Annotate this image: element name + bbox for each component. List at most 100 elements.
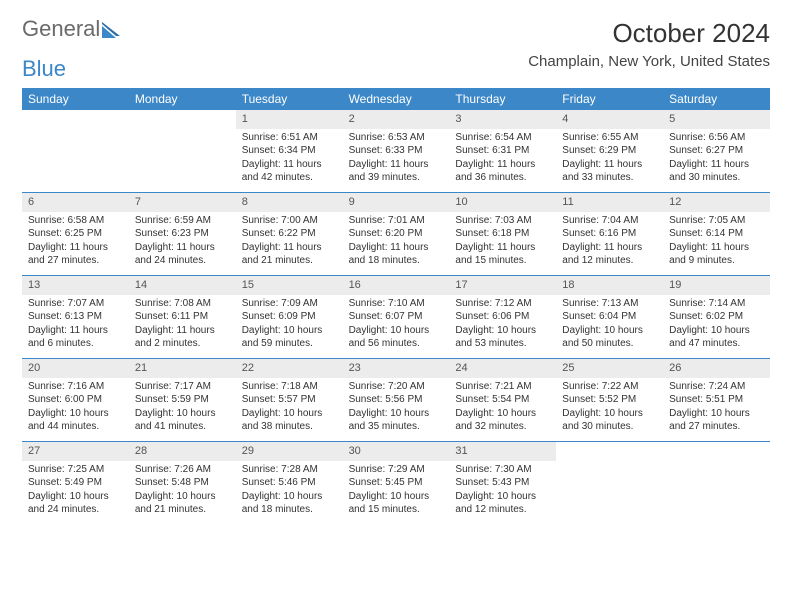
sunset-text: Sunset: 5:56 PM xyxy=(349,393,444,407)
day-number: 29 xyxy=(236,442,343,461)
day-number: 17 xyxy=(449,276,556,295)
daylight-text: Daylight: 11 hours and 15 minutes. xyxy=(455,241,550,268)
daylight-text: Daylight: 10 hours and 38 minutes. xyxy=(242,407,337,434)
day-body: Sunrise: 7:20 AMSunset: 5:56 PMDaylight:… xyxy=(343,378,450,434)
sunset-text: Sunset: 6:22 PM xyxy=(242,227,337,241)
daylight-text: Daylight: 10 hours and 18 minutes. xyxy=(242,490,337,517)
sunset-text: Sunset: 5:46 PM xyxy=(242,476,337,490)
day-number: 23 xyxy=(343,359,450,378)
sunset-text: Sunset: 6:02 PM xyxy=(669,310,764,324)
daylight-text: Daylight: 11 hours and 12 minutes. xyxy=(562,241,657,268)
daylight-text: Daylight: 10 hours and 27 minutes. xyxy=(669,407,764,434)
daylight-text: Daylight: 11 hours and 24 minutes. xyxy=(135,241,230,268)
day-number: 28 xyxy=(129,442,236,461)
week-row: 1Sunrise: 6:51 AMSunset: 6:34 PMDaylight… xyxy=(22,110,770,192)
sunset-text: Sunset: 5:51 PM xyxy=(669,393,764,407)
day-cell: 18Sunrise: 7:13 AMSunset: 6:04 PMDayligh… xyxy=(556,276,663,358)
day-cell: 4Sunrise: 6:55 AMSunset: 6:29 PMDaylight… xyxy=(556,110,663,192)
daylight-text: Daylight: 11 hours and 33 minutes. xyxy=(562,158,657,185)
day-number: 22 xyxy=(236,359,343,378)
day-body: Sunrise: 7:28 AMSunset: 5:46 PMDaylight:… xyxy=(236,461,343,517)
day-body: Sunrise: 7:07 AMSunset: 6:13 PMDaylight:… xyxy=(22,295,129,351)
day-number: 24 xyxy=(449,359,556,378)
sunset-text: Sunset: 5:52 PM xyxy=(562,393,657,407)
sunrise-text: Sunrise: 7:10 AM xyxy=(349,297,444,311)
day-body: Sunrise: 6:58 AMSunset: 6:25 PMDaylight:… xyxy=(22,212,129,268)
day-cell: 26Sunrise: 7:24 AMSunset: 5:51 PMDayligh… xyxy=(663,359,770,441)
day-number: 1 xyxy=(236,110,343,129)
sunrise-text: Sunrise: 7:16 AM xyxy=(28,380,123,394)
sunset-text: Sunset: 6:25 PM xyxy=(28,227,123,241)
sunrise-text: Sunrise: 7:07 AM xyxy=(28,297,123,311)
day-number: 14 xyxy=(129,276,236,295)
day-number: 27 xyxy=(22,442,129,461)
day-body: Sunrise: 7:24 AMSunset: 5:51 PMDaylight:… xyxy=(663,378,770,434)
sunrise-text: Sunrise: 7:18 AM xyxy=(242,380,337,394)
daylight-text: Daylight: 10 hours and 41 minutes. xyxy=(135,407,230,434)
day-cell: 28Sunrise: 7:26 AMSunset: 5:48 PMDayligh… xyxy=(129,442,236,524)
sunset-text: Sunset: 6:18 PM xyxy=(455,227,550,241)
sunrise-text: Sunrise: 7:26 AM xyxy=(135,463,230,477)
sunrise-text: Sunrise: 7:30 AM xyxy=(455,463,550,477)
daylight-text: Daylight: 10 hours and 12 minutes. xyxy=(455,490,550,517)
sunrise-text: Sunrise: 7:09 AM xyxy=(242,297,337,311)
day-cell: 11Sunrise: 7:04 AMSunset: 6:16 PMDayligh… xyxy=(556,193,663,275)
daylight-text: Daylight: 10 hours and 59 minutes. xyxy=(242,324,337,351)
weeks-container: 1Sunrise: 6:51 AMSunset: 6:34 PMDaylight… xyxy=(22,110,770,524)
day-cell: 8Sunrise: 7:00 AMSunset: 6:22 PMDaylight… xyxy=(236,193,343,275)
sunset-text: Sunset: 5:43 PM xyxy=(455,476,550,490)
sunrise-text: Sunrise: 7:13 AM xyxy=(562,297,657,311)
day-number: 9 xyxy=(343,193,450,212)
day-body: Sunrise: 7:04 AMSunset: 6:16 PMDaylight:… xyxy=(556,212,663,268)
week-row: 20Sunrise: 7:16 AMSunset: 6:00 PMDayligh… xyxy=(22,358,770,441)
calendar-grid: SundayMondayTuesdayWednesdayThursdayFrid… xyxy=(22,88,770,524)
calendar-page: General October 2024 Champlain, New York… xyxy=(0,0,792,542)
day-body: Sunrise: 6:51 AMSunset: 6:34 PMDaylight:… xyxy=(236,129,343,185)
sunrise-text: Sunrise: 7:22 AM xyxy=(562,380,657,394)
daylight-text: Daylight: 10 hours and 15 minutes. xyxy=(349,490,444,517)
daylight-text: Daylight: 10 hours and 32 minutes. xyxy=(455,407,550,434)
sunrise-text: Sunrise: 6:55 AM xyxy=(562,131,657,145)
day-number: 12 xyxy=(663,193,770,212)
sunset-text: Sunset: 5:45 PM xyxy=(349,476,444,490)
day-number: 7 xyxy=(129,193,236,212)
sunrise-text: Sunrise: 7:01 AM xyxy=(349,214,444,228)
week-row: 6Sunrise: 6:58 AMSunset: 6:25 PMDaylight… xyxy=(22,192,770,275)
daylight-text: Daylight: 10 hours and 30 minutes. xyxy=(562,407,657,434)
day-body: Sunrise: 7:00 AMSunset: 6:22 PMDaylight:… xyxy=(236,212,343,268)
day-cell: 5Sunrise: 6:56 AMSunset: 6:27 PMDaylight… xyxy=(663,110,770,192)
weekday-header: Wednesday xyxy=(343,88,450,110)
day-number: 19 xyxy=(663,276,770,295)
day-body: Sunrise: 7:03 AMSunset: 6:18 PMDaylight:… xyxy=(449,212,556,268)
sunset-text: Sunset: 6:33 PM xyxy=(349,144,444,158)
sunset-text: Sunset: 5:59 PM xyxy=(135,393,230,407)
day-body: Sunrise: 7:22 AMSunset: 5:52 PMDaylight:… xyxy=(556,378,663,434)
weekday-header: Saturday xyxy=(663,88,770,110)
sunset-text: Sunset: 5:49 PM xyxy=(28,476,123,490)
sunset-text: Sunset: 6:09 PM xyxy=(242,310,337,324)
sunrise-text: Sunrise: 7:24 AM xyxy=(669,380,764,394)
day-body: Sunrise: 7:14 AMSunset: 6:02 PMDaylight:… xyxy=(663,295,770,351)
day-number xyxy=(663,442,770,461)
day-number: 4 xyxy=(556,110,663,129)
sunrise-text: Sunrise: 7:29 AM xyxy=(349,463,444,477)
sunset-text: Sunset: 5:48 PM xyxy=(135,476,230,490)
day-body: Sunrise: 6:55 AMSunset: 6:29 PMDaylight:… xyxy=(556,129,663,185)
sunrise-text: Sunrise: 6:54 AM xyxy=(455,131,550,145)
day-number: 30 xyxy=(343,442,450,461)
day-body: Sunrise: 7:26 AMSunset: 5:48 PMDaylight:… xyxy=(129,461,236,517)
sunset-text: Sunset: 6:23 PM xyxy=(135,227,230,241)
sunset-text: Sunset: 6:00 PM xyxy=(28,393,123,407)
day-body: Sunrise: 7:08 AMSunset: 6:11 PMDaylight:… xyxy=(129,295,236,351)
day-cell xyxy=(556,442,663,524)
day-number: 5 xyxy=(663,110,770,129)
day-body: Sunrise: 7:12 AMSunset: 6:06 PMDaylight:… xyxy=(449,295,556,351)
daylight-text: Daylight: 10 hours and 44 minutes. xyxy=(28,407,123,434)
daylight-text: Daylight: 10 hours and 56 minutes. xyxy=(349,324,444,351)
day-number xyxy=(129,110,236,129)
day-cell: 3Sunrise: 6:54 AMSunset: 6:31 PMDaylight… xyxy=(449,110,556,192)
flag-icon xyxy=(102,20,124,42)
day-number: 18 xyxy=(556,276,663,295)
week-row: 27Sunrise: 7:25 AMSunset: 5:49 PMDayligh… xyxy=(22,441,770,524)
brand-text-1: General xyxy=(22,18,100,40)
